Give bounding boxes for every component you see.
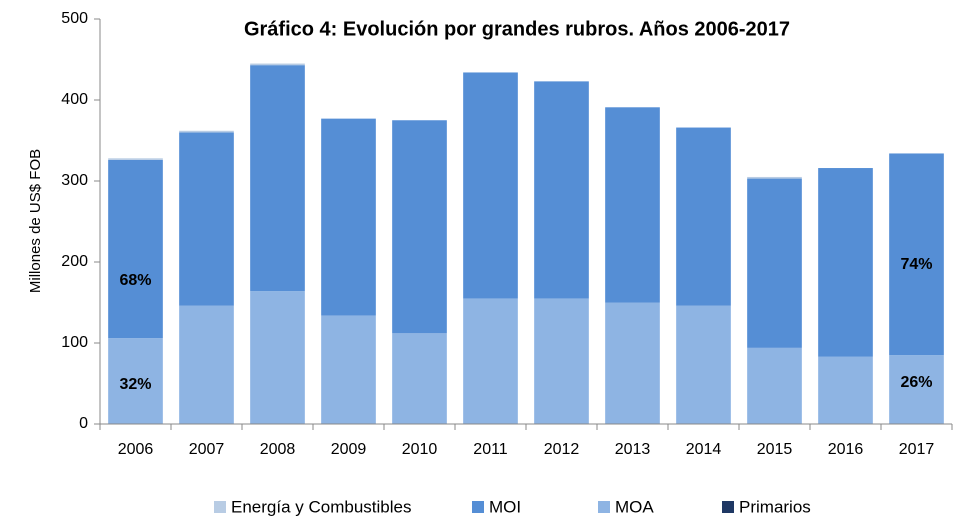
- y-tick-label: 500: [61, 10, 88, 27]
- x-tick-label: 2007: [189, 441, 225, 458]
- x-tick-label: 2010: [402, 441, 438, 458]
- x-tick-label: 2017: [899, 441, 935, 458]
- chart-title: Gráfico 4: Evolución por grandes rubros.…: [244, 18, 790, 40]
- y-axis-label: Millones de US$ FOB: [27, 149, 44, 293]
- y-tick-label: 0: [79, 415, 88, 432]
- bar-segment: [321, 118, 376, 316]
- x-tick-label: 2009: [331, 441, 367, 458]
- bar-segment: [250, 65, 305, 292]
- bar-segment: [392, 333, 447, 424]
- y-tick-label: 200: [61, 253, 88, 270]
- bar-segment: [676, 127, 731, 306]
- bar-segment: [108, 159, 163, 339]
- bar-segment: [605, 302, 660, 424]
- bar-segment: [818, 168, 873, 357]
- y-tick-label: 400: [61, 91, 88, 108]
- legend-swatch: [214, 501, 226, 513]
- y-tick-label: 100: [61, 334, 88, 351]
- legend-swatch: [722, 501, 734, 513]
- bar-segment: [108, 158, 163, 160]
- x-tick-label: 2016: [828, 441, 864, 458]
- bar-segment: [250, 291, 305, 424]
- x-tick-label: 2011: [473, 441, 508, 458]
- bar-segment: [818, 356, 873, 424]
- bar-segment: [463, 72, 518, 299]
- bar-segment: [889, 153, 944, 356]
- annotation: 74%: [900, 256, 932, 273]
- annotation: 32%: [119, 376, 151, 393]
- bar-segment: [392, 120, 447, 334]
- bar-segment: [108, 338, 163, 424]
- bar-segment: [534, 298, 589, 424]
- bar-segment: [534, 81, 589, 299]
- x-tick-label: 2006: [118, 441, 154, 458]
- x-tick-label: 2014: [686, 441, 722, 458]
- bar-segment: [250, 63, 305, 66]
- x-tick-label: 2008: [260, 441, 296, 458]
- bar-segment: [463, 298, 518, 424]
- annotation: 68%: [119, 272, 151, 289]
- legend-label: MOA: [615, 497, 654, 516]
- x-tick-label: 2015: [757, 441, 793, 458]
- bar-segment: [676, 305, 731, 424]
- bar-segment: [747, 347, 802, 424]
- bar-segment: [179, 130, 234, 133]
- annotation: 26%: [900, 374, 932, 391]
- legend-label: Primarios: [739, 497, 811, 516]
- legend-swatch: [598, 501, 610, 513]
- bar-segment: [179, 132, 234, 306]
- bar-segment: [747, 178, 802, 348]
- x-tick-label: 2013: [615, 441, 651, 458]
- y-tick-label: 300: [61, 172, 88, 189]
- bar-segment: [321, 315, 376, 424]
- bar-segment: [605, 107, 660, 303]
- x-tick-label: 2012: [544, 441, 580, 458]
- bar-segment: [889, 355, 944, 424]
- legend-label: MOI: [489, 497, 521, 516]
- legend-label: Energía y Combustibles: [231, 497, 411, 516]
- bar-segment: [179, 305, 234, 424]
- legend-swatch: [472, 501, 484, 513]
- bar-segment: [747, 176, 802, 179]
